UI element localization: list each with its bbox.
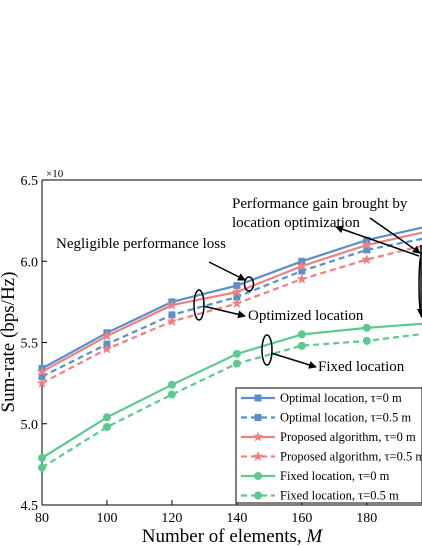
series-4-point xyxy=(101,343,113,354)
series-5-point xyxy=(232,349,241,358)
series-6-point xyxy=(362,336,371,345)
legend-marker-3 xyxy=(252,431,264,442)
series-3-point xyxy=(231,286,243,297)
series-4-point xyxy=(296,273,308,284)
y-tick-label: 6.5 xyxy=(21,174,39,189)
series-2-point xyxy=(38,373,46,381)
annotation-gain-line2: location optimization xyxy=(232,215,360,231)
x-tick-label: 180 xyxy=(356,511,377,526)
series-5-point xyxy=(38,453,46,462)
series-3-point xyxy=(166,299,178,310)
legend-marker-1 xyxy=(254,394,262,402)
negligible-ellipse xyxy=(243,276,255,292)
y-tick-label: 5.0 xyxy=(21,418,39,433)
legend-label-4: Proposed algorithm, τ=0.5 m xyxy=(280,450,422,464)
x-axis-label: Number of elements, M xyxy=(142,526,324,546)
legend: Optimal location, τ=0 m Optimal location,… xyxy=(235,387,422,504)
negligible-arrow xyxy=(208,261,246,281)
series-4-point xyxy=(36,377,48,388)
annotation-gain-line1: Performance gain brought by xyxy=(232,196,408,212)
series-5-point xyxy=(362,323,371,332)
x-tick-label: 140 xyxy=(226,511,247,526)
legend-label-1: Optimal location, τ=0 m xyxy=(280,391,402,405)
series-4-point xyxy=(166,315,178,326)
x-tick-label: 100 xyxy=(96,511,117,526)
legend-marker-4 xyxy=(252,451,264,461)
series-2-point xyxy=(168,311,176,319)
fixed-ellipse xyxy=(261,334,273,366)
series-5-point xyxy=(167,380,176,389)
gain-ellipse xyxy=(418,252,422,318)
series-6-point xyxy=(297,341,306,350)
series-1-point xyxy=(233,282,241,290)
annotation-arrows xyxy=(193,217,422,369)
legend-items: Optimal location, τ=0 m Optimal location,… xyxy=(241,391,422,503)
y-tick-label: 4.5 xyxy=(21,499,39,514)
series-2-point xyxy=(363,246,371,254)
series-3-point xyxy=(101,330,113,341)
legend-marker-2 xyxy=(254,414,262,421)
x-tick-label: 120 xyxy=(161,511,182,526)
legend-box xyxy=(235,387,422,504)
legend-label-6: Fixed location, τ=0.5 m xyxy=(280,489,399,503)
x-tick-label: 80 xyxy=(35,511,49,526)
legend-label-5: Fixed location, τ=0 m xyxy=(280,469,390,483)
y-tick-label: 5.5 xyxy=(21,337,39,352)
series-3-point xyxy=(361,239,373,250)
x-ticks: 80 100 120 140 160 180 xyxy=(35,500,377,526)
x-tick-label: 160 xyxy=(291,511,312,526)
series-5-point xyxy=(102,413,111,422)
series-layer xyxy=(36,226,422,472)
y-multiplier: ×10 xyxy=(46,168,64,180)
annotation-fixed: Fixed location xyxy=(318,359,405,375)
series-2-point xyxy=(233,293,241,301)
series-6-point xyxy=(232,359,241,368)
y-axis-label: Sum-rate (bps/Hz) xyxy=(0,272,19,413)
legend-label-2: Optimal location, τ=0.5 m xyxy=(280,411,411,425)
series-4-point xyxy=(361,254,373,265)
series-6-point xyxy=(102,423,111,431)
series-3-point xyxy=(36,366,48,377)
legend-label-3: Proposed algorithm, τ=0 m xyxy=(280,430,416,444)
annotation-optimized: Optimized location xyxy=(248,308,364,324)
gain-arrow-upper xyxy=(335,225,420,257)
series-4-point xyxy=(231,298,243,308)
series-6-point xyxy=(167,390,176,399)
y-ticks: 4.5 5.0 5.5 6.0 6.5 xyxy=(21,174,47,514)
optimized-arrow xyxy=(202,305,246,319)
fixed-arrow xyxy=(270,352,317,369)
legend-marker-5 xyxy=(254,472,262,480)
series-5-point xyxy=(297,330,306,339)
series-3-point xyxy=(296,260,308,271)
optimized-ellipse xyxy=(193,289,205,321)
gain-arrow-lower xyxy=(369,217,421,254)
series-6-point xyxy=(38,463,46,472)
annotation-negligible: Negligible performance loss xyxy=(56,236,226,252)
legend-marker-6 xyxy=(254,491,262,500)
y-tick-label: 6.0 xyxy=(21,255,39,270)
series-2-point xyxy=(298,267,306,275)
